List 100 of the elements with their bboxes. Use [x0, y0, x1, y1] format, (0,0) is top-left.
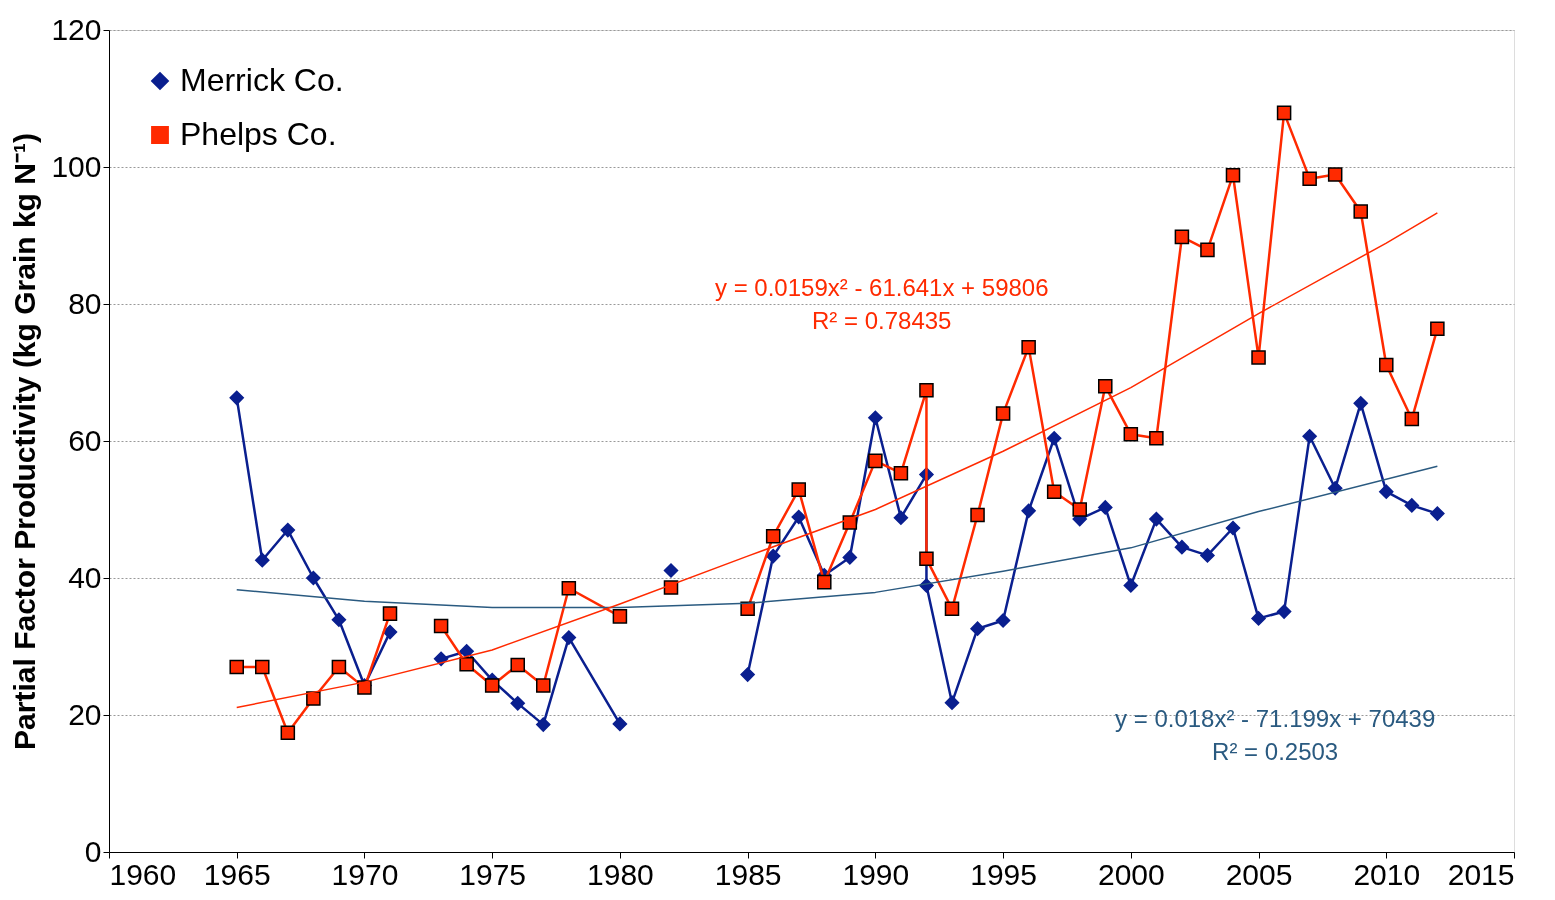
point: [280, 725, 296, 741]
y-tick-label: 100: [51, 149, 102, 183]
x-tick-label: 1970: [331, 857, 399, 891]
point: [612, 609, 628, 624]
point: [1379, 357, 1394, 373]
annotation: y = 0.018x² - 71.199x + 70439: [1115, 705, 1436, 733]
y-tick-label: 80: [68, 286, 102, 320]
point: [255, 659, 270, 675]
x-tick-label: 1985: [714, 857, 782, 891]
point: [893, 510, 909, 525]
y-tick-label: 60: [68, 423, 102, 457]
point: [536, 717, 551, 732]
x-tick-label: 1995: [970, 857, 1037, 891]
point: [842, 550, 858, 565]
point: [536, 678, 551, 693]
x-tick-label: 2000: [1097, 857, 1165, 891]
point: [1430, 506, 1445, 521]
point: [995, 613, 1011, 628]
point: [280, 522, 296, 538]
point: [382, 606, 398, 621]
point: [868, 410, 883, 425]
x-tick-label: 2005: [1225, 857, 1293, 891]
point: [331, 659, 347, 675]
point: [1404, 411, 1420, 427]
point: [1098, 378, 1113, 394]
point: [1251, 611, 1266, 626]
point: [1200, 242, 1215, 258]
point: [1276, 105, 1292, 121]
point: [970, 621, 985, 636]
point: [561, 581, 577, 596]
legend-label: Phelps Co.: [180, 116, 337, 152]
point: [1276, 604, 1292, 619]
point: [1123, 426, 1139, 442]
point: [510, 696, 525, 711]
point: [1302, 171, 1317, 186]
point: [1251, 350, 1266, 365]
point: [510, 657, 525, 673]
point: [791, 482, 806, 497]
point: [919, 383, 934, 398]
point: [1174, 539, 1190, 555]
annotation: R² = 0.2503: [1212, 738, 1339, 766]
x-tick-label: 2015: [1447, 857, 1515, 891]
x-tick-label: 1975: [459, 857, 527, 891]
point: [868, 453, 883, 469]
point: [1149, 430, 1164, 446]
point: [561, 630, 577, 645]
point: [765, 548, 781, 564]
point: [970, 507, 985, 523]
point: [919, 551, 934, 567]
point: [663, 563, 679, 578]
point: [306, 570, 321, 586]
point: [1174, 229, 1190, 245]
point: [306, 691, 321, 706]
point: [740, 667, 755, 682]
x-tick-label: 1990: [842, 857, 910, 891]
point: [893, 465, 909, 481]
point: [1327, 167, 1343, 182]
point: [331, 612, 347, 628]
y-tick-label: 120: [51, 12, 102, 46]
point: [1404, 498, 1420, 513]
legend-label: Merrick Co.: [180, 62, 344, 98]
x-tick-label: 1960: [109, 857, 177, 891]
annotation: y = 0.0159x² - 61.641x + 59806: [714, 273, 1049, 301]
point: [1200, 548, 1215, 563]
y-tick-label: 20: [68, 697, 102, 731]
y-tick-label: 0: [84, 834, 102, 868]
point: [382, 624, 398, 640]
y-tick-label: 40: [68, 560, 102, 594]
point: [1379, 484, 1394, 499]
annotation: R² = 0.78435: [812, 306, 952, 334]
point: [765, 528, 781, 544]
point: [1098, 500, 1113, 515]
y-axis-title: Partial Factor Productivity (kg Grain kg N⁻¹): [8, 133, 42, 750]
point: [433, 618, 449, 634]
point: [229, 659, 244, 675]
point: [1046, 484, 1062, 499]
point: [1302, 428, 1317, 444]
point: [944, 695, 960, 710]
x-tick-label: 2010: [1353, 857, 1421, 891]
point: [817, 574, 832, 590]
point: [1353, 204, 1368, 219]
point: [1225, 520, 1241, 536]
point: [1225, 167, 1241, 183]
point: [944, 601, 960, 617]
point: [459, 657, 474, 672]
point: [995, 406, 1011, 421]
point: [1149, 511, 1164, 527]
point: [612, 716, 628, 732]
point: [1021, 339, 1036, 355]
point: [1021, 503, 1036, 519]
point: [1123, 578, 1139, 593]
point: [791, 509, 806, 525]
point: [229, 390, 244, 406]
point: [1072, 502, 1087, 517]
x-tick-label: 1965: [203, 857, 271, 891]
point: [1046, 430, 1062, 446]
x-tick-label: 1980: [587, 857, 654, 891]
point: [484, 678, 500, 693]
point: [1353, 396, 1368, 411]
point: [1430, 321, 1445, 336]
